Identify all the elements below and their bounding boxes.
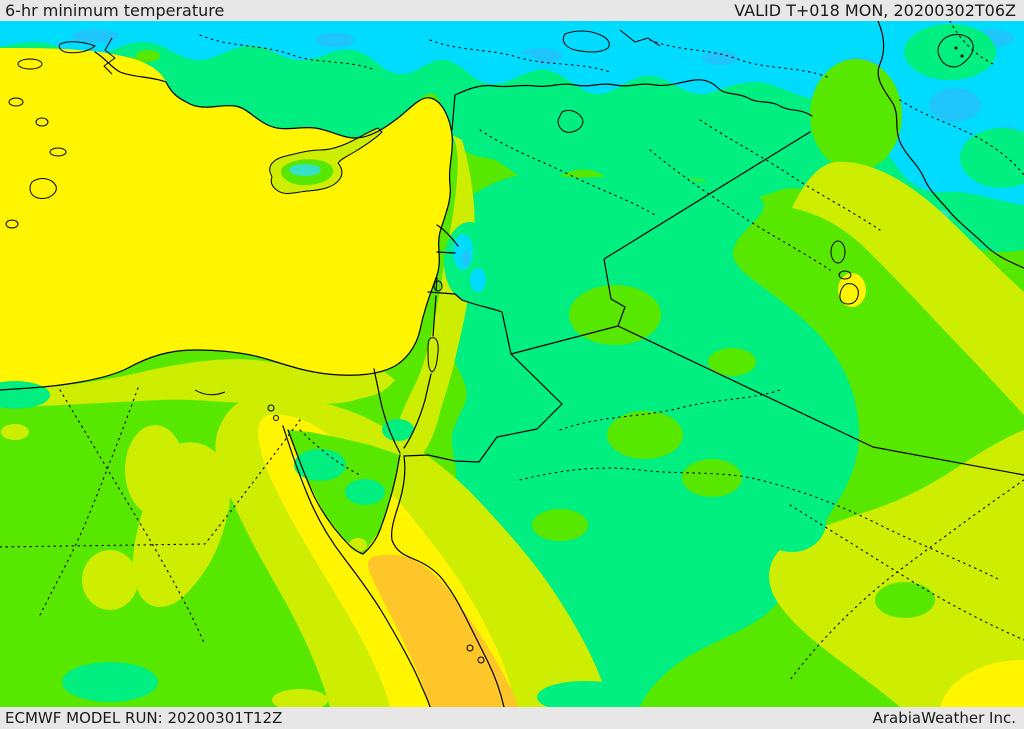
cyprus-coastline <box>269 127 383 194</box>
credit-label: ArabiaWeather Inc. <box>872 709 1016 727</box>
saudi-redsea-coast <box>391 455 505 707</box>
syria-jordan-border <box>461 299 512 355</box>
turkey-syria-border <box>451 79 813 131</box>
lake-habbaniyah <box>838 270 852 280</box>
egypt-israel-border <box>373 368 401 454</box>
dead-sea <box>427 337 439 373</box>
jordan-iraq-border <box>510 325 619 355</box>
admin-boundaries <box>0 21 1024 681</box>
page-title: 6-hr minimum temperature <box>5 1 225 20</box>
caucasus-border <box>619 29 661 47</box>
lake-van <box>562 30 610 53</box>
lake-razzaza <box>839 283 859 305</box>
northeast-patches <box>810 24 1024 250</box>
nile-delta <box>194 389 226 396</box>
map-canvas <box>0 21 1024 707</box>
cyprus-island <box>269 127 383 194</box>
coastlines <box>0 51 505 707</box>
iraq-saudi-border <box>617 325 1024 476</box>
bitter-lakes <box>267 404 275 412</box>
lake-assad <box>557 109 584 133</box>
iran-border <box>877 21 1024 269</box>
model-run-label: ECMWF MODEL RUN: 20200301T12Z <box>5 709 283 727</box>
mediterranean-coastline <box>0 51 454 391</box>
central-springgreen-pool <box>438 174 860 707</box>
sinai-interior <box>288 419 414 554</box>
lake-urmia <box>937 34 974 68</box>
temperature-map <box>0 21 1024 707</box>
lebanon-cold-spots <box>453 234 486 292</box>
lakes <box>267 30 974 421</box>
aegean-islands <box>5 37 116 229</box>
status-bar: ECMWF MODEL RUN: 20200301T12Z ArabiaWeat… <box>0 707 1024 729</box>
title-bar: 6-hr minimum temperature VALID T+018 MON… <box>0 0 1024 21</box>
lebanon-borders <box>427 224 463 301</box>
jordan-saudi-border <box>403 353 563 463</box>
sea-of-galilee <box>433 280 443 292</box>
gulf-of-suez-west-coast <box>282 425 431 707</box>
syria-iraq-border <box>603 131 811 327</box>
country-borders <box>373 21 1024 476</box>
redsea-orange-core <box>368 554 518 707</box>
sinai-west-coast <box>287 429 364 555</box>
valid-time-label: VALID T+018 MON, 20200302T06Z <box>734 1 1016 20</box>
jordan-river-border <box>403 277 438 449</box>
gulf-of-aqaba-west-coast <box>362 454 401 555</box>
lake-tharthar <box>830 240 846 264</box>
